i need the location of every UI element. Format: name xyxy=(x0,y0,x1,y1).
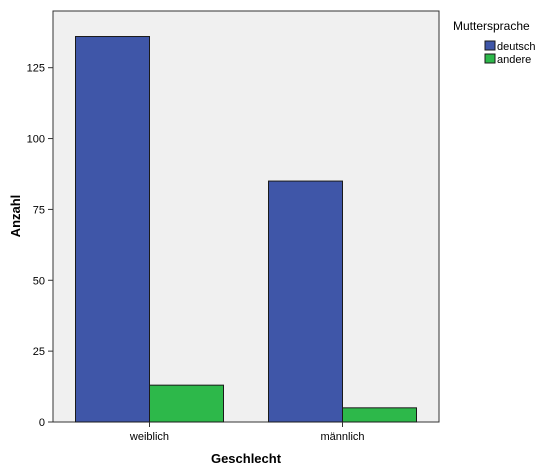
x-axis-title: Geschlecht xyxy=(211,451,282,464)
bar-andere-weiblich xyxy=(149,384,224,423)
x-tick-label: weiblich xyxy=(129,431,169,443)
legend-swatch-andere xyxy=(484,53,496,64)
bar-deutsch-weiblich xyxy=(75,36,150,423)
y-tick-label: 100 xyxy=(27,134,45,146)
y-axis-title: Anzahl xyxy=(8,195,23,238)
y-tick-label: 125 xyxy=(27,63,45,75)
bar-andere-männlich xyxy=(342,407,417,423)
y-tick-label: 0 xyxy=(39,417,45,429)
bars-group xyxy=(75,36,417,423)
legend-swatch-deutsch xyxy=(484,40,496,51)
y-tick-label: 75 xyxy=(33,204,45,216)
x-axis: weiblich männlich xyxy=(129,422,365,443)
y-axis: 0 25 50 75 100 125 xyxy=(27,63,53,429)
y-tick-label: 50 xyxy=(33,275,45,287)
y-tick-label: 25 xyxy=(33,346,45,358)
legend-title: Muttersprache xyxy=(453,19,530,33)
legend-label-andere: andere xyxy=(497,54,531,66)
legend-label-deutsch: deutsch xyxy=(497,41,536,53)
bar-deutsch-männlich xyxy=(268,180,343,423)
x-tick-label: männlich xyxy=(320,431,364,443)
